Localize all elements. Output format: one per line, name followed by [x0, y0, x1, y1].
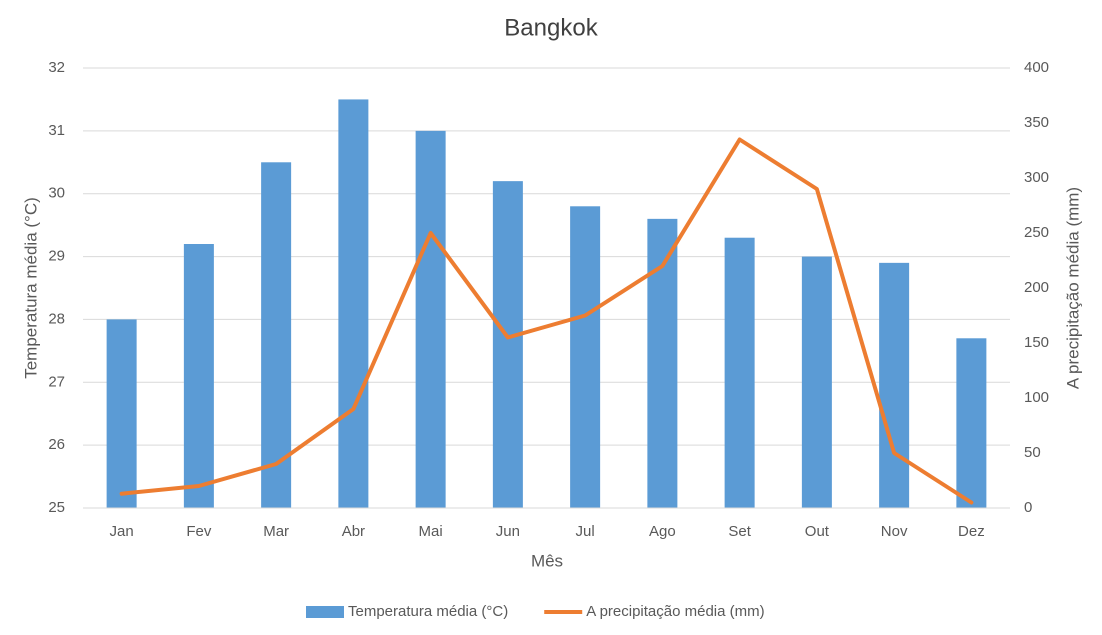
y-tick-label: 27	[48, 373, 65, 390]
x-tick-label: Out	[805, 523, 830, 540]
x-tick-label: Jan	[110, 523, 134, 540]
bar	[183, 244, 214, 508]
bar	[801, 256, 832, 508]
x-tick-label: Nov	[881, 523, 908, 540]
bar	[956, 338, 987, 508]
y-tick-label: 26	[48, 436, 65, 453]
y-tick-label: 30	[48, 185, 65, 202]
y2-axis-title: A precipitação média (mm)	[1063, 187, 1082, 389]
y-tick-label: 25	[48, 499, 65, 516]
x-tick-label: Abr	[342, 523, 365, 540]
y-tick-label: 28	[48, 310, 65, 327]
y2-tick-label: 50	[1024, 444, 1041, 461]
bar	[338, 99, 369, 508]
y2-tick-label: 100	[1024, 389, 1049, 406]
legend-label: A precipitação média (mm)	[586, 603, 764, 620]
bar	[415, 130, 446, 508]
y2-tick-label: 150	[1024, 334, 1049, 351]
bar	[106, 319, 137, 508]
x-tick-label: Set	[728, 523, 751, 540]
y-tick-label: 31	[48, 122, 65, 139]
x-tick-label: Mai	[419, 523, 443, 540]
bar	[879, 262, 910, 508]
y-tick-label: 32	[48, 59, 65, 76]
bar	[724, 237, 755, 508]
bar	[570, 206, 601, 509]
y-axis-title: Temperatura média (°C)	[21, 197, 40, 379]
x-tick-label: Dez	[958, 523, 985, 540]
y2-tick-label: 0	[1024, 499, 1032, 516]
x-tick-label: Ago	[649, 523, 676, 540]
bar	[492, 181, 523, 508]
x-tick-label: Fev	[186, 523, 212, 540]
y2-tick-label: 250	[1024, 224, 1049, 241]
x-axis-title: Mês	[531, 551, 563, 570]
y2-tick-label: 400	[1024, 59, 1049, 76]
chart-title: Bangkok	[504, 14, 598, 41]
y2-tick-label: 300	[1024, 169, 1049, 186]
x-tick-label: Jul	[576, 523, 595, 540]
legend-label: Temperatura média (°C)	[348, 603, 508, 620]
x-tick-label: Jun	[496, 523, 520, 540]
line	[119, 137, 974, 505]
y2-tick-label: 350	[1024, 114, 1049, 131]
x-tick-label: Mar	[263, 523, 289, 540]
y2-tick-label: 200	[1024, 279, 1049, 296]
bar	[261, 162, 292, 509]
y-tick-label: 29	[48, 248, 65, 265]
legend-swatch	[306, 606, 344, 618]
